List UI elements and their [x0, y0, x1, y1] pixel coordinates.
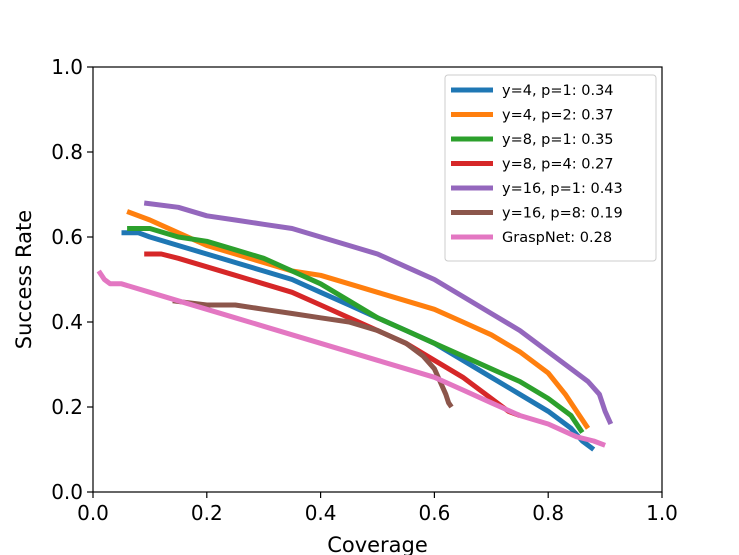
series-line-3 [127, 226, 585, 434]
x-tick-label: 0.2 [191, 501, 223, 525]
series-line-2 [126, 209, 591, 430]
x-axis-ticks: 0.0 0.2 0.4 0.6 0.8 1.0 [77, 492, 678, 525]
y-tick-label: 0.6 [51, 225, 83, 249]
y-tick-label: 1.0 [51, 55, 83, 79]
x-tick-label: 1.0 [646, 501, 678, 525]
y-tick-label: 0.8 [51, 140, 83, 164]
legend-frame [444, 74, 657, 262]
legend-label-7: GraspNet: 0.28 [502, 230, 612, 246]
legend-label-3: y=8, p=1: 0.35 [502, 132, 614, 148]
x-tick-label: 0.8 [532, 501, 564, 525]
x-tick-label: 0.6 [418, 501, 450, 525]
x-axis-label: Coverage [327, 533, 428, 555]
x-tick-label: 0.0 [77, 501, 109, 525]
series-line-7 [96, 269, 606, 448]
y-tick-label: 0.0 [51, 480, 83, 504]
legend-label-6: y=16, p=8: 0.19 [502, 206, 623, 222]
plot-frame [92, 66, 663, 493]
y-axis-label: Success Rate [12, 210, 36, 349]
series-line-5 [143, 200, 614, 426]
y-axis-ticks: 0.0 0.2 0.4 0.6 0.8 1.0 [51, 55, 93, 504]
x-tick-label: 0.4 [305, 501, 337, 525]
y-tick-label: 0.2 [51, 395, 83, 419]
series-layer [96, 200, 614, 452]
legend-label-2: y=4, p=2: 0.37 [502, 108, 614, 124]
series-line-4 [144, 251, 521, 418]
legend-label-5: y=16, p=1: 0.43 [502, 181, 623, 197]
legend-label-4: y=8, p=4: 0.27 [502, 157, 614, 173]
series-line-6 [172, 298, 454, 409]
legend-label-1: y=4, p=1: 0.34 [502, 83, 614, 99]
legend: y=4, p=1: 0.34 y=4, p=2: 0.37 y=8, p=1: 0.… [444, 74, 657, 262]
y-tick-label: 0.4 [51, 310, 83, 334]
